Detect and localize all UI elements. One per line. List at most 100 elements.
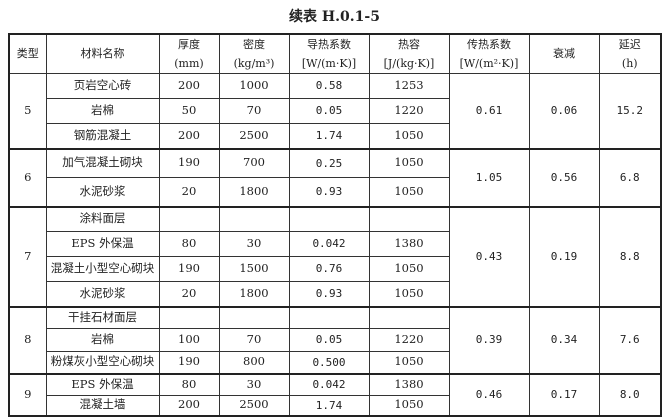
conductivity-cell: 0.05 bbox=[288, 98, 370, 124]
table-row: 岩棉 50 70 0.05 1220 bbox=[9, 98, 661, 124]
thickness-cell: 100 bbox=[158, 328, 220, 352]
header-row: 类型 材料名称 厚度 (mm) 密度 (kg/m³) 导热系数 [W/(m·K)] 热… bbox=[8, 33, 662, 74]
type-cell: 9 bbox=[8, 372, 47, 416]
type-cell: 8 bbox=[8, 305, 47, 374]
density-cell bbox=[218, 305, 290, 329]
attenuation-cell: 0.34 bbox=[528, 305, 600, 374]
conductivity-cell bbox=[288, 305, 370, 329]
heat-capacity-cell: 1050 bbox=[368, 177, 450, 207]
heat-capacity-cell: 1220 bbox=[368, 98, 450, 124]
table-row: 5 页岩空心砖 200 1000 0.58 1253 0.61 0.06 15.2 bbox=[8, 73, 662, 149]
thickness-cell: 190 bbox=[158, 147, 220, 178]
table-row: 钢筋混凝土 200 2500 1.74 1050 bbox=[9, 123, 661, 149]
heat-capacity-cell: 1220 bbox=[368, 328, 450, 352]
thickness-cell: 80 bbox=[158, 372, 220, 396]
thickness-cell: 200 bbox=[158, 395, 220, 416]
material-name-cell: 水泥砂浆 bbox=[45, 177, 160, 207]
conductivity-cell: 1.74 bbox=[288, 123, 370, 149]
conductivity-cell: 0.042 bbox=[288, 372, 370, 396]
header-heat-capacity: 热容 [J/(kg·K)] bbox=[368, 33, 450, 74]
delay-cell: 7.6 bbox=[598, 305, 662, 374]
material-name-cell: 页岩空心砖 bbox=[45, 73, 160, 99]
conductivity-cell: 0.58 bbox=[288, 73, 370, 99]
conductivity-cell: 0.76 bbox=[288, 256, 370, 282]
conductivity-cell: 0.93 bbox=[288, 177, 370, 207]
heat-capacity-cell bbox=[368, 305, 450, 329]
material-name-cell: 岩棉 bbox=[45, 98, 160, 124]
u-value-cell: 0.39 bbox=[448, 305, 530, 374]
type-cell: 7 bbox=[8, 205, 47, 307]
conductivity-cell: 0.05 bbox=[288, 328, 370, 352]
table-row: 水泥砂浆 20 1800 0.93 1050 bbox=[9, 281, 661, 307]
heat-capacity-cell: 1050 bbox=[368, 351, 450, 374]
thickness-cell: 80 bbox=[158, 231, 220, 257]
attenuation-cell: 0.06 bbox=[528, 73, 600, 149]
thickness-cell: 200 bbox=[158, 123, 220, 149]
conductivity-cell: 0.25 bbox=[288, 147, 370, 178]
header-type: 类型 bbox=[8, 33, 47, 74]
u-value-cell: 0.46 bbox=[448, 372, 530, 416]
heat-capacity-cell: 1380 bbox=[368, 231, 450, 257]
thickness-cell bbox=[158, 305, 220, 329]
heat-capacity-cell: 1050 bbox=[368, 123, 450, 149]
conductivity-cell: 0.500 bbox=[288, 351, 370, 374]
table-row: 混凝土墙 200 2500 1.74 1050 bbox=[9, 395, 661, 416]
table-row: 水泥砂浆 20 1800 0.93 1050 bbox=[9, 177, 661, 207]
table-title: 续表 H.0.1-5 bbox=[289, 9, 380, 25]
u-value-cell: 0.43 bbox=[448, 205, 530, 307]
material-name-cell: 加气混凝土砌块 bbox=[45, 147, 160, 178]
u-value-cell: 0.61 bbox=[448, 73, 530, 149]
conductivity-cell: 0.93 bbox=[288, 281, 370, 307]
delay-cell: 15.2 bbox=[598, 73, 662, 149]
material-name-cell: 干挂石材面层 bbox=[45, 305, 160, 329]
density-cell: 800 bbox=[218, 351, 290, 374]
material-table: 类型 材料名称 厚度 (mm) 密度 (kg/m³) 导热系数 [W/(m·K)] 热… bbox=[8, 33, 662, 417]
density-cell: 2500 bbox=[218, 123, 290, 149]
u-value-cell: 1.05 bbox=[448, 147, 530, 207]
header-conductivity: 导热系数 [W/(m·K)] bbox=[288, 33, 370, 74]
material-name-cell: 混凝土小型空心砌块 bbox=[45, 256, 160, 282]
heat-capacity-cell: 1253 bbox=[368, 73, 450, 99]
density-cell: 2500 bbox=[218, 395, 290, 416]
density-cell: 700 bbox=[218, 147, 290, 178]
conductivity-cell: 0.042 bbox=[288, 231, 370, 257]
material-name-cell: 涂料面层 bbox=[45, 205, 160, 232]
density-cell: 1800 bbox=[218, 177, 290, 207]
density-cell: 70 bbox=[218, 98, 290, 124]
material-name-cell: 粉煤灰小型空心砌块 bbox=[45, 351, 160, 374]
type-cell: 6 bbox=[8, 147, 47, 207]
density-cell: 1800 bbox=[218, 281, 290, 307]
density-cell bbox=[218, 205, 290, 232]
table-row: 混凝土小型空心砌块 190 1500 0.76 1050 bbox=[9, 256, 661, 282]
attenuation-cell: 0.19 bbox=[528, 205, 600, 307]
heat-capacity-cell: 1050 bbox=[368, 281, 450, 307]
table-row: 7 涂料面层 0.43 0.19 8.8 bbox=[8, 205, 662, 307]
delay-cell: 6.8 bbox=[598, 147, 662, 207]
delay-cell: 8.0 bbox=[598, 372, 662, 416]
thickness-cell bbox=[158, 205, 220, 232]
header-u-value: 传热系数 [W/(m²·K)] bbox=[448, 33, 530, 74]
thickness-cell: 50 bbox=[158, 98, 220, 124]
material-name-cell: 混凝土墙 bbox=[45, 395, 160, 416]
heat-capacity-cell: 1050 bbox=[368, 256, 450, 282]
material-name-cell: 钢筋混凝土 bbox=[45, 123, 160, 149]
thickness-cell: 190 bbox=[158, 351, 220, 374]
thickness-cell: 190 bbox=[158, 256, 220, 282]
density-cell: 1000 bbox=[218, 73, 290, 99]
conductivity-cell bbox=[288, 205, 370, 232]
header-density: 密度 (kg/m³) bbox=[218, 33, 290, 74]
header-attenuation: 衰减 bbox=[528, 33, 600, 74]
density-cell: 30 bbox=[218, 372, 290, 396]
attenuation-cell: 0.56 bbox=[528, 147, 600, 207]
table-row: 6 加气混凝土砌块 190 700 0.25 1050 1.05 0.56 6.8 bbox=[8, 147, 662, 207]
thickness-cell: 20 bbox=[158, 177, 220, 207]
table-row: 粉煤灰小型空心砌块 190 800 0.500 1050 bbox=[9, 351, 661, 374]
heat-capacity-cell: 1050 bbox=[368, 147, 450, 178]
table-row: 8 干挂石材面层 0.39 0.34 7.6 bbox=[8, 305, 662, 374]
attenuation-cell: 0.17 bbox=[528, 372, 600, 416]
heat-capacity-cell bbox=[368, 205, 450, 232]
heat-capacity-cell: 1380 bbox=[368, 372, 450, 396]
material-name-cell: 水泥砂浆 bbox=[45, 281, 160, 307]
density-cell: 70 bbox=[218, 328, 290, 352]
density-cell: 1500 bbox=[218, 256, 290, 282]
